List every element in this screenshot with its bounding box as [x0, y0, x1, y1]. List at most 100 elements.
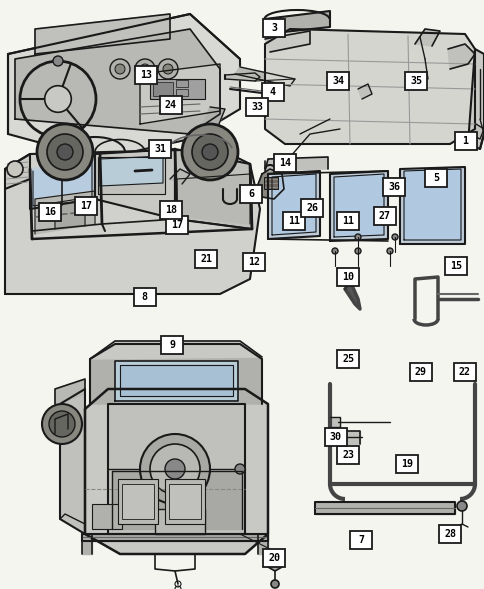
FancyBboxPatch shape	[242, 253, 265, 271]
Polygon shape	[90, 344, 261, 404]
Text: 30: 30	[329, 432, 341, 442]
Polygon shape	[112, 471, 242, 529]
Text: 17: 17	[171, 220, 182, 230]
Text: 12: 12	[248, 257, 259, 267]
Text: 25: 25	[342, 355, 353, 364]
Polygon shape	[120, 365, 232, 396]
Polygon shape	[199, 107, 225, 134]
Polygon shape	[467, 49, 483, 149]
FancyBboxPatch shape	[409, 363, 431, 381]
Text: 9: 9	[169, 340, 175, 349]
Text: 18: 18	[165, 206, 176, 215]
Text: 27: 27	[378, 211, 390, 220]
Polygon shape	[177, 174, 249, 224]
Polygon shape	[60, 389, 85, 534]
Circle shape	[42, 404, 82, 444]
Bar	[176, 80, 188, 87]
Circle shape	[57, 144, 73, 160]
Text: 22: 22	[458, 368, 469, 377]
FancyBboxPatch shape	[336, 268, 359, 286]
Text: 21: 21	[200, 254, 212, 263]
Circle shape	[49, 411, 75, 437]
FancyBboxPatch shape	[395, 455, 418, 472]
FancyBboxPatch shape	[301, 199, 323, 217]
Polygon shape	[85, 389, 268, 554]
Circle shape	[135, 59, 155, 79]
Polygon shape	[225, 73, 259, 81]
FancyBboxPatch shape	[404, 72, 426, 90]
Polygon shape	[98, 157, 165, 194]
Bar	[168, 484, 200, 519]
Polygon shape	[329, 417, 339, 427]
Polygon shape	[5, 149, 259, 294]
FancyBboxPatch shape	[262, 19, 285, 37]
Circle shape	[45, 86, 71, 112]
Polygon shape	[333, 174, 383, 237]
Polygon shape	[55, 414, 68, 434]
Polygon shape	[90, 341, 261, 359]
Text: 8: 8	[141, 293, 147, 302]
FancyBboxPatch shape	[336, 213, 359, 230]
FancyBboxPatch shape	[261, 84, 283, 101]
Polygon shape	[55, 379, 85, 404]
Polygon shape	[82, 534, 92, 554]
Text: 13: 13	[140, 71, 152, 80]
Polygon shape	[257, 169, 284, 199]
Circle shape	[354, 248, 360, 254]
Circle shape	[140, 64, 150, 74]
Circle shape	[456, 501, 466, 511]
Polygon shape	[35, 191, 95, 234]
Bar	[122, 484, 154, 519]
Polygon shape	[257, 534, 268, 554]
Bar	[155, 509, 205, 534]
Polygon shape	[5, 154, 30, 189]
Circle shape	[332, 248, 337, 254]
Text: 11: 11	[342, 217, 353, 226]
Bar	[263, 177, 277, 189]
Polygon shape	[82, 534, 268, 541]
Circle shape	[201, 144, 217, 160]
Polygon shape	[268, 171, 319, 239]
Circle shape	[192, 134, 227, 170]
Text: 5: 5	[433, 173, 439, 183]
Bar	[165, 479, 205, 524]
Polygon shape	[33, 161, 92, 206]
Polygon shape	[140, 64, 220, 124]
Polygon shape	[447, 44, 474, 69]
Text: 17: 17	[80, 201, 92, 210]
FancyBboxPatch shape	[39, 203, 61, 221]
Polygon shape	[235, 67, 294, 86]
FancyBboxPatch shape	[159, 201, 182, 219]
Text: 7: 7	[358, 535, 363, 545]
Polygon shape	[403, 169, 460, 240]
Text: 36: 36	[388, 183, 399, 192]
Polygon shape	[264, 29, 474, 144]
Polygon shape	[30, 159, 95, 209]
Circle shape	[53, 56, 63, 66]
FancyBboxPatch shape	[336, 350, 359, 368]
Polygon shape	[414, 29, 439, 46]
Polygon shape	[357, 84, 371, 99]
Circle shape	[7, 161, 23, 177]
Polygon shape	[35, 14, 170, 54]
Bar	[92, 504, 122, 529]
Circle shape	[271, 580, 278, 588]
Circle shape	[158, 59, 178, 79]
FancyBboxPatch shape	[283, 213, 305, 230]
Circle shape	[165, 459, 184, 479]
FancyBboxPatch shape	[273, 154, 296, 172]
Text: 26: 26	[306, 203, 318, 213]
FancyBboxPatch shape	[149, 140, 171, 158]
FancyBboxPatch shape	[324, 428, 346, 446]
FancyBboxPatch shape	[326, 72, 348, 90]
Text: 15: 15	[449, 262, 461, 271]
FancyBboxPatch shape	[444, 257, 466, 275]
Bar	[118, 479, 158, 524]
FancyBboxPatch shape	[336, 446, 359, 464]
Text: 16: 16	[44, 207, 56, 217]
Polygon shape	[272, 174, 316, 235]
Text: 6: 6	[248, 190, 254, 199]
Text: 35: 35	[409, 77, 421, 86]
Bar	[152, 82, 173, 96]
Text: 20: 20	[268, 553, 279, 562]
